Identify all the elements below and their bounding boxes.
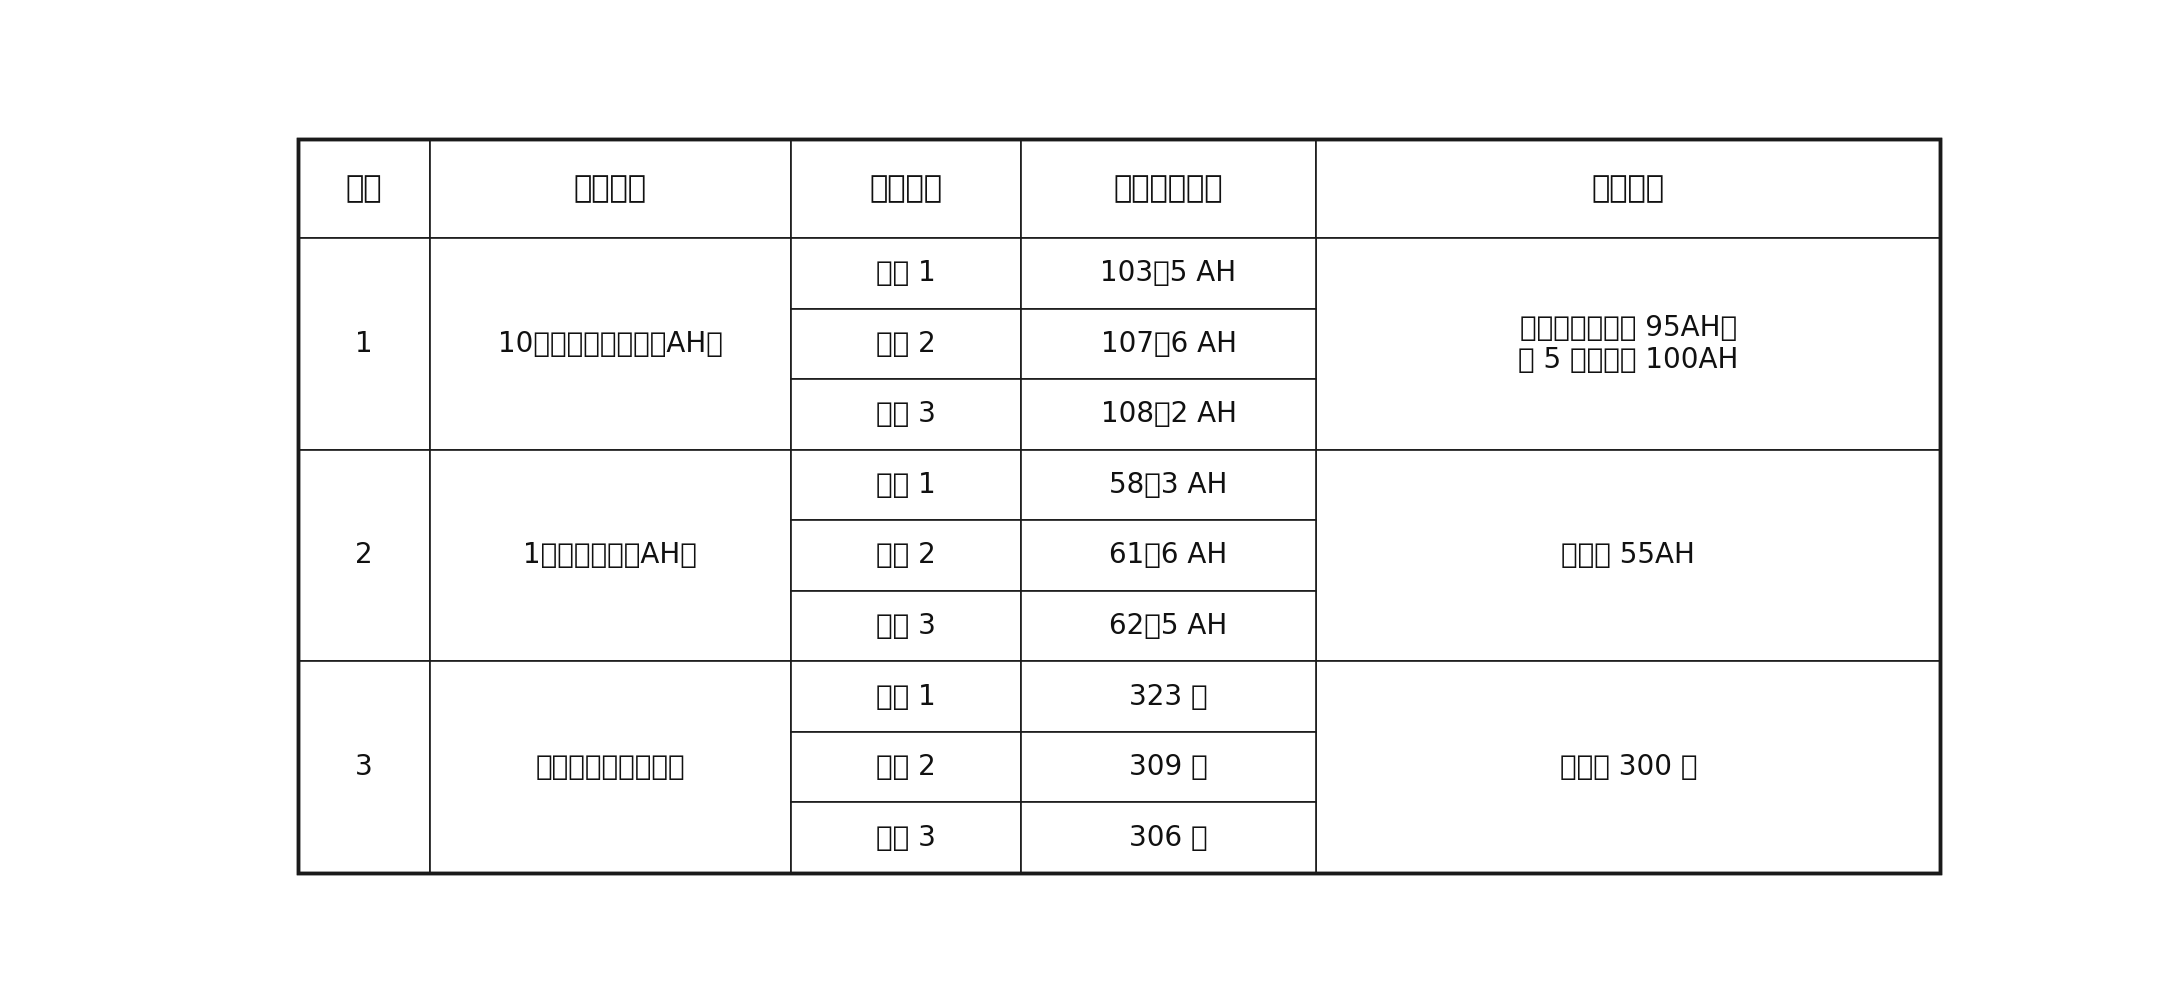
Bar	[1020, 308, 1317, 379]
Bar	[430, 239, 791, 450]
Bar	[791, 802, 1020, 873]
Bar	[1020, 450, 1317, 520]
Text: 58．3 AH: 58．3 AH	[1109, 471, 1227, 499]
Bar	[1317, 662, 1939, 873]
Bar	[791, 308, 1020, 379]
Text: 方案 2: 方案 2	[876, 753, 935, 781]
Bar	[791, 379, 1020, 450]
Bar	[791, 239, 1020, 308]
Text: 序号: 序号	[345, 174, 382, 203]
Bar	[1020, 591, 1317, 662]
Bar	[1020, 732, 1317, 802]
Bar	[299, 239, 430, 450]
Text: 107．6 AH: 107．6 AH	[1101, 330, 1236, 358]
Bar	[299, 450, 430, 662]
Text: 实施方案: 实施方案	[869, 174, 941, 203]
Bar	[430, 139, 791, 239]
Text: 方案 1: 方案 1	[876, 259, 935, 287]
Bar	[1020, 379, 1317, 450]
Text: 306 次: 306 次	[1129, 823, 1208, 851]
Bar	[1020, 520, 1317, 591]
Text: 性能指标: 性能指标	[574, 174, 646, 203]
Text: 10小时率首次容量（AH）: 10小时率首次容量（AH）	[498, 330, 723, 358]
Bar	[430, 450, 791, 662]
Text: 国标要求: 国标要求	[1592, 174, 1664, 203]
Text: 103．5 AH: 103．5 AH	[1101, 259, 1236, 287]
Text: 1小时率容量（AH）: 1小时率容量（AH）	[524, 542, 697, 570]
Bar	[430, 662, 791, 873]
Bar	[1020, 662, 1317, 732]
Bar	[791, 450, 1020, 520]
Bar	[1020, 139, 1317, 239]
Text: 3: 3	[356, 753, 373, 781]
Text: 方案 1: 方案 1	[876, 471, 935, 499]
Bar	[1317, 139, 1939, 239]
Text: 1: 1	[356, 330, 373, 358]
Bar	[791, 732, 1020, 802]
Text: 方案 1: 方案 1	[876, 683, 935, 711]
Text: 62．5 AH: 62．5 AH	[1109, 612, 1227, 640]
Text: 首次容量不低于 95AH，
第 5 次前达到 100AH: 首次容量不低于 95AH， 第 5 次前达到 100AH	[1518, 313, 1738, 374]
Bar	[791, 520, 1020, 591]
Bar	[791, 591, 1020, 662]
Text: 108．2 AH: 108．2 AH	[1101, 400, 1236, 428]
Text: 不低于 300 次: 不低于 300 次	[1559, 753, 1697, 781]
Bar	[1317, 239, 1939, 450]
Text: 实际性能参数: 实际性能参数	[1114, 174, 1223, 203]
Text: 323 次: 323 次	[1129, 683, 1208, 711]
Bar	[1020, 239, 1317, 308]
Text: 方案 3: 方案 3	[876, 400, 935, 428]
Bar	[791, 139, 1020, 239]
Text: 循环耐久能力（次）: 循环耐久能力（次）	[535, 753, 686, 781]
Text: 方案 2: 方案 2	[876, 542, 935, 570]
Text: 61．6 AH: 61．6 AH	[1109, 542, 1227, 570]
Text: 方案 3: 方案 3	[876, 823, 935, 851]
Bar	[791, 662, 1020, 732]
Text: 方案 2: 方案 2	[876, 330, 935, 358]
Text: 2: 2	[356, 542, 373, 570]
Bar	[299, 139, 430, 239]
Bar	[1317, 450, 1939, 662]
Text: 不低于 55AH: 不低于 55AH	[1562, 542, 1695, 570]
Text: 方案 3: 方案 3	[876, 612, 935, 640]
Text: 309 次: 309 次	[1129, 753, 1208, 781]
Bar	[299, 662, 430, 873]
Bar	[1020, 802, 1317, 873]
